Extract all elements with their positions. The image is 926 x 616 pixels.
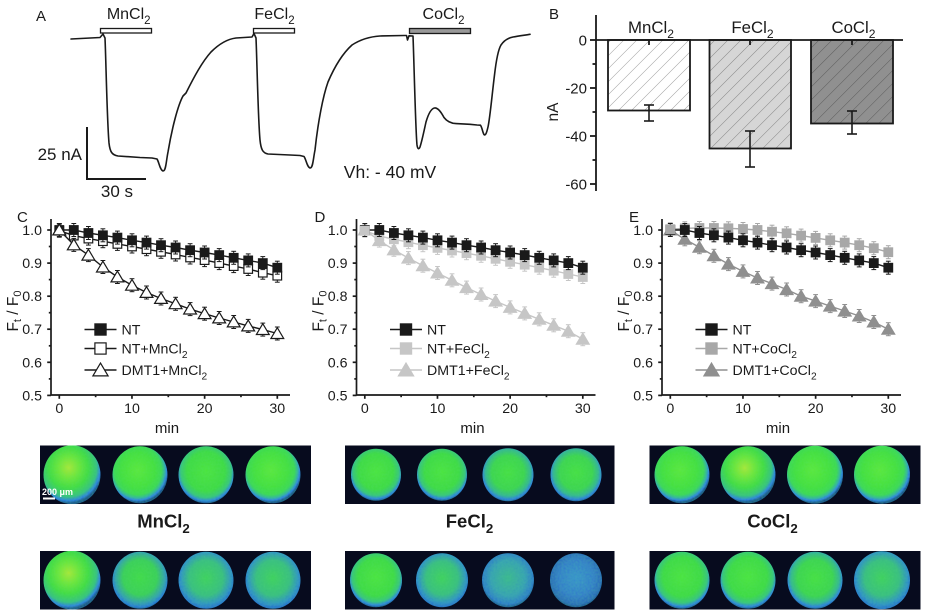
svg-text:20: 20 — [197, 401, 213, 417]
svg-text:NT+CoCl2: NT+CoCl2 — [733, 342, 798, 361]
svg-text:0.9: 0.9 — [328, 256, 348, 272]
svg-text:30: 30 — [880, 401, 896, 417]
svg-text:0.7: 0.7 — [328, 322, 348, 338]
svg-text:10: 10 — [735, 401, 751, 417]
svg-text:0.9: 0.9 — [22, 256, 42, 272]
svg-text:200 μm: 200 μm — [42, 487, 73, 497]
svg-text:CoCl2: CoCl2 — [423, 6, 465, 27]
svg-text:0: 0 — [666, 401, 674, 417]
svg-text:0.5: 0.5 — [22, 388, 42, 404]
svg-text:NT: NT — [733, 323, 752, 339]
svg-text:Ft / F0: Ft / F0 — [5, 290, 24, 331]
svg-text:25 nA: 25 nA — [38, 145, 83, 164]
svg-text:C: C — [17, 209, 28, 226]
svg-text:CoCl2: CoCl2 — [831, 18, 875, 41]
svg-text:0.5: 0.5 — [633, 388, 653, 404]
svg-text:0.8: 0.8 — [328, 289, 348, 305]
svg-text:10: 10 — [124, 401, 140, 417]
svg-text:20: 20 — [808, 401, 824, 417]
svg-text:0: 0 — [55, 401, 63, 417]
svg-text:30 s: 30 s — [101, 182, 133, 201]
svg-text:0: 0 — [361, 401, 369, 417]
svg-text:20: 20 — [502, 401, 518, 417]
svg-text:NT: NT — [427, 323, 446, 339]
svg-text:0.7: 0.7 — [22, 322, 42, 338]
svg-text:0.6: 0.6 — [22, 355, 42, 371]
svg-text:DMT1+MnCl2: DMT1+MnCl2 — [122, 363, 208, 382]
svg-text:FeCl2: FeCl2 — [254, 6, 294, 27]
svg-text:Ft / F0: Ft / F0 — [311, 290, 330, 331]
svg-text:FeCl2: FeCl2 — [731, 18, 773, 41]
svg-text:-60: -60 — [565, 177, 587, 194]
svg-text:min: min — [460, 420, 484, 437]
svg-text:B: B — [549, 6, 559, 23]
svg-text:NT: NT — [122, 323, 141, 339]
svg-text:1.0: 1.0 — [328, 223, 348, 239]
svg-text:0.7: 0.7 — [633, 322, 653, 338]
svg-text:1.0: 1.0 — [633, 223, 653, 239]
svg-text:D: D — [315, 209, 326, 226]
svg-text:NT+FeCl2: NT+FeCl2 — [427, 342, 490, 361]
svg-text:1.0: 1.0 — [22, 223, 42, 239]
svg-text:0.8: 0.8 — [22, 289, 42, 305]
svg-text:DMT1+CoCl2: DMT1+CoCl2 — [733, 363, 817, 382]
svg-text:30: 30 — [575, 401, 591, 417]
svg-text:0.6: 0.6 — [633, 355, 653, 371]
svg-text:MnCl2: MnCl2 — [628, 18, 674, 41]
svg-text:10: 10 — [430, 401, 446, 417]
svg-text:Ft / F0: Ft / F0 — [616, 290, 635, 331]
svg-text:nA: nA — [545, 102, 562, 122]
svg-text:0.8: 0.8 — [633, 289, 653, 305]
svg-text:-40: -40 — [565, 129, 587, 146]
svg-text:0: 0 — [579, 33, 587, 50]
svg-text:30: 30 — [269, 401, 285, 417]
svg-text:0.6: 0.6 — [328, 355, 348, 371]
svg-text:0.9: 0.9 — [633, 256, 653, 272]
svg-text:Vh: - 40 mV: Vh: - 40 mV — [344, 162, 437, 182]
svg-text:0.5: 0.5 — [328, 388, 348, 404]
svg-text:DMT1+FeCl2: DMT1+FeCl2 — [427, 363, 510, 382]
svg-text:min: min — [766, 420, 790, 437]
svg-text:min: min — [155, 420, 179, 437]
svg-text:A: A — [36, 8, 46, 25]
svg-text:MnCl2: MnCl2 — [107, 6, 151, 27]
svg-text:E: E — [629, 209, 639, 226]
svg-text:-20: -20 — [565, 81, 587, 98]
svg-text:NT+MnCl2: NT+MnCl2 — [122, 342, 188, 361]
